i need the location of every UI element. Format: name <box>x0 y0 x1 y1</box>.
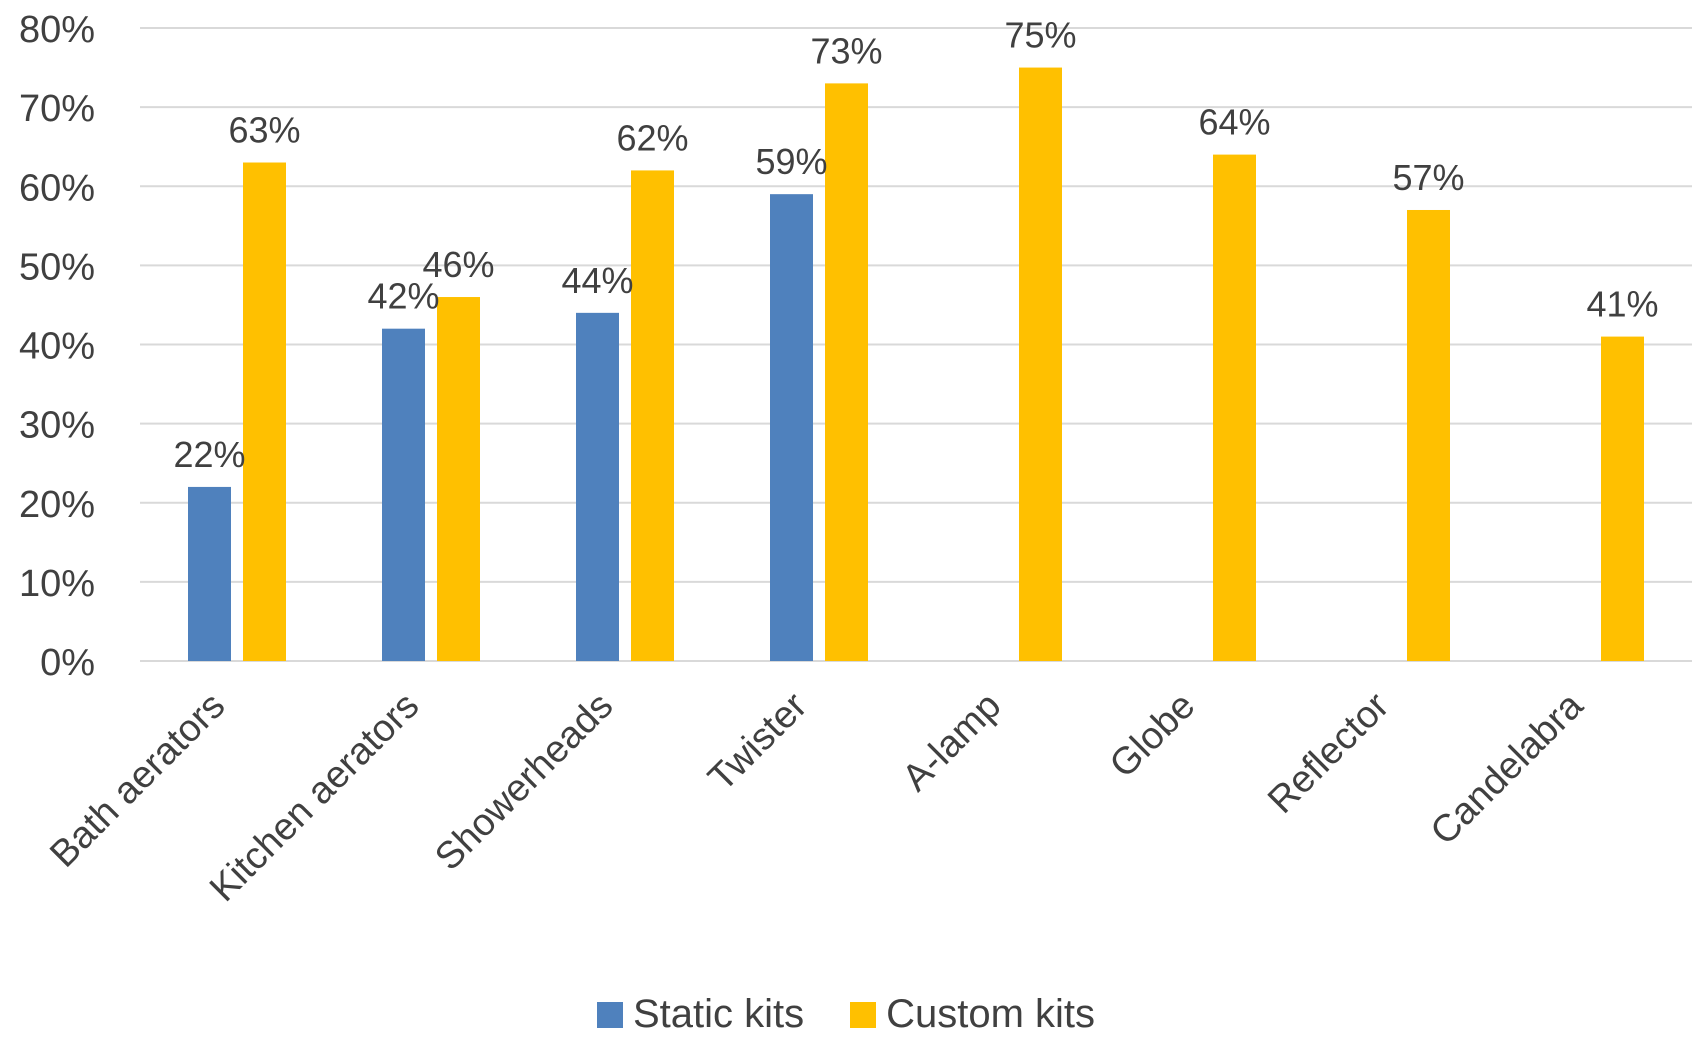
y-tick-label: 60% <box>19 167 95 209</box>
y-tick-label: 40% <box>19 326 95 368</box>
y-tick-label: 10% <box>19 563 95 605</box>
gridlines <box>140 27 1692 662</box>
data-label: 64% <box>1198 102 1270 143</box>
data-label: 62% <box>616 117 688 158</box>
data-label: 75% <box>1004 15 1076 56</box>
y-axis-tick-labels: 0% 10% 20% 30% 40% 50% 60% 70% 80% <box>19 9 95 684</box>
x-tick-label: Candelabra <box>1423 684 1592 853</box>
bar-static <box>576 312 619 661</box>
x-tick-label: Reflector <box>1260 684 1397 821</box>
bar-custom <box>243 162 286 661</box>
legend-label-static: Static kits <box>632 992 805 1036</box>
data-label: 22% <box>173 434 245 475</box>
x-tick-label: Kitchen aerators <box>202 685 427 910</box>
data-label: 59% <box>755 141 827 182</box>
data-labels: 22% 63% 42%46% 44% 62% 59% 73% 75% 64% 57% 41% <box>173 15 1658 475</box>
y-tick-label: 70% <box>19 88 95 130</box>
bar-custom <box>825 83 868 661</box>
bar-static <box>188 486 231 661</box>
bar-custom <box>437 297 480 661</box>
bar-custom <box>1407 209 1450 662</box>
legend-item-custom: Custom kits <box>850 992 1095 1037</box>
legend-label-custom: Custom kits <box>886 992 1096 1036</box>
bar-static <box>382 328 425 661</box>
legend-item-static: Static kits <box>596 992 805 1037</box>
bar-custom <box>631 170 674 662</box>
x-tick-label: Twister <box>701 684 816 799</box>
legend: Static kits Custom kits <box>0 992 1692 1037</box>
data-label: 46% <box>422 244 494 285</box>
bar-chart: 0% 10% 20% 30% 40% 50% 60% 70% 80% 22% 63% 42%46% 4… <box>19 9 1692 910</box>
bars <box>188 67 1644 662</box>
bar-static <box>770 194 813 661</box>
x-tick-label: Bath aerators <box>42 685 233 876</box>
x-tick-label: Showerheads <box>427 685 621 879</box>
data-label: 57% <box>1392 157 1464 198</box>
data-label: 44% <box>561 260 633 301</box>
data-label: 41% <box>1586 284 1658 325</box>
y-tick-label: 0% <box>40 642 95 684</box>
legend-swatch-static <box>596 1001 623 1028</box>
bar-custom <box>1601 336 1644 661</box>
y-tick-label: 20% <box>19 484 95 526</box>
legend-swatch-custom <box>850 1001 877 1028</box>
y-tick-label: 30% <box>19 405 95 447</box>
y-tick-label: 80% <box>19 9 95 51</box>
x-tick-label: A-lamp <box>895 685 1010 800</box>
data-label: 42% <box>367 276 439 317</box>
data-label: 63% <box>228 110 300 151</box>
y-tick-label: 50% <box>19 246 95 288</box>
x-tick-label: Globe <box>1102 685 1203 786</box>
bar-custom <box>1213 154 1256 661</box>
data-label: 73% <box>810 30 882 71</box>
bar-custom <box>1019 67 1062 661</box>
